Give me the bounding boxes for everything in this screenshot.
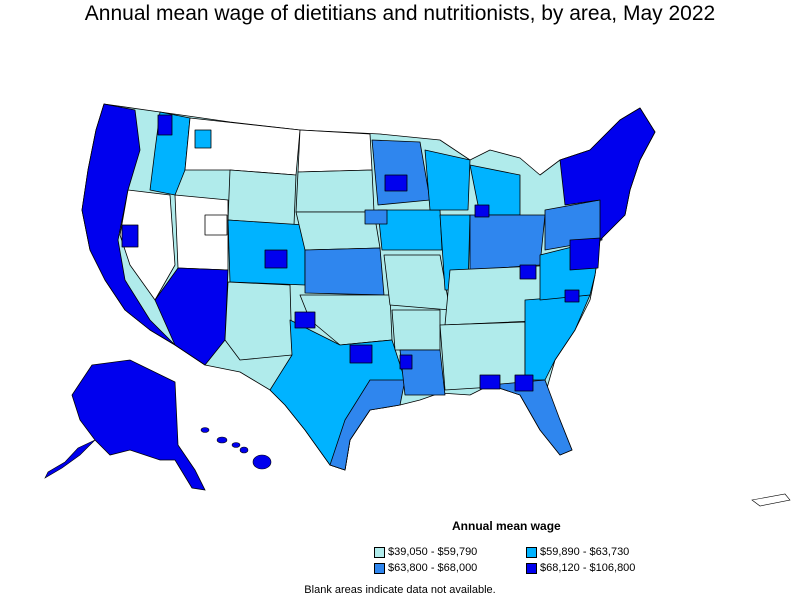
yakima-area: [157, 114, 173, 136]
missouri-region: [383, 254, 451, 311]
no-data-note: Blank areas indicate data not available.: [304, 584, 496, 596]
legend-label: $59,890 - $63,730: [540, 546, 630, 558]
legend-label: $68,120 - $106,800: [540, 562, 636, 574]
denver-area: [264, 249, 288, 269]
northeast-region: [559, 107, 656, 241]
florida-region: [489, 379, 573, 456]
iowa-region: [377, 209, 443, 251]
legend-swatch: [526, 562, 537, 574]
hawaii: [200, 427, 272, 470]
legend-item-tier4: $68,120 - $106,800: [526, 562, 635, 574]
dallas-area: [349, 344, 373, 364]
mid-atlantic-region: [569, 237, 601, 271]
alaska: [71, 359, 206, 491]
map-title: Annual mean wage of dietitians and nutri…: [84, 2, 716, 25]
alaska-peninsula: [44, 439, 96, 479]
puerto-rico: [751, 493, 791, 507]
texas-gulf-region: [329, 379, 406, 471]
houston-area: [399, 354, 413, 370]
south-dakota-region: [295, 169, 375, 213]
legend-swatch: [374, 546, 385, 558]
albuquerque-area: [294, 311, 316, 329]
west-coast-region: [81, 103, 176, 346]
tampa-area: [514, 374, 534, 392]
great-falls-area: [194, 129, 212, 149]
legend-label: $39,050 - $59,790: [388, 546, 478, 558]
salt-lake-area: [204, 214, 228, 236]
new-mexico-region: [224, 281, 293, 361]
legend-item-tier1: $39,050 - $59,790: [374, 546, 477, 558]
minnesota-region: [371, 139, 431, 206]
legend-title: Annual mean wage: [452, 519, 561, 533]
pennsylvania-region: [544, 199, 603, 251]
twin-cities-area: [384, 174, 408, 192]
indiana-ohio-region: [469, 214, 546, 271]
new-orleans-area: [479, 374, 501, 390]
reno-area: [121, 224, 139, 248]
wisconsin-region: [424, 149, 471, 211]
legend-label: $63,800 - $68,000: [388, 562, 478, 574]
wyoming-region: [227, 169, 297, 226]
north-dakota-region: [297, 129, 373, 173]
legend-swatch: [526, 546, 537, 558]
pittsburgh-area: [519, 264, 537, 280]
arkansas-region: [391, 309, 441, 351]
chicago-area: [474, 204, 490, 218]
georgia-carolinas-region: [524, 294, 591, 381]
milwaukee-area: [364, 209, 388, 225]
charlotte-area: [564, 289, 580, 303]
legend-swatch: [374, 562, 385, 574]
legend-item-tier2: $59,890 - $63,730: [526, 546, 629, 558]
kansas-region: [304, 247, 385, 296]
legend-item-tier3: $63,800 - $68,000: [374, 562, 477, 574]
